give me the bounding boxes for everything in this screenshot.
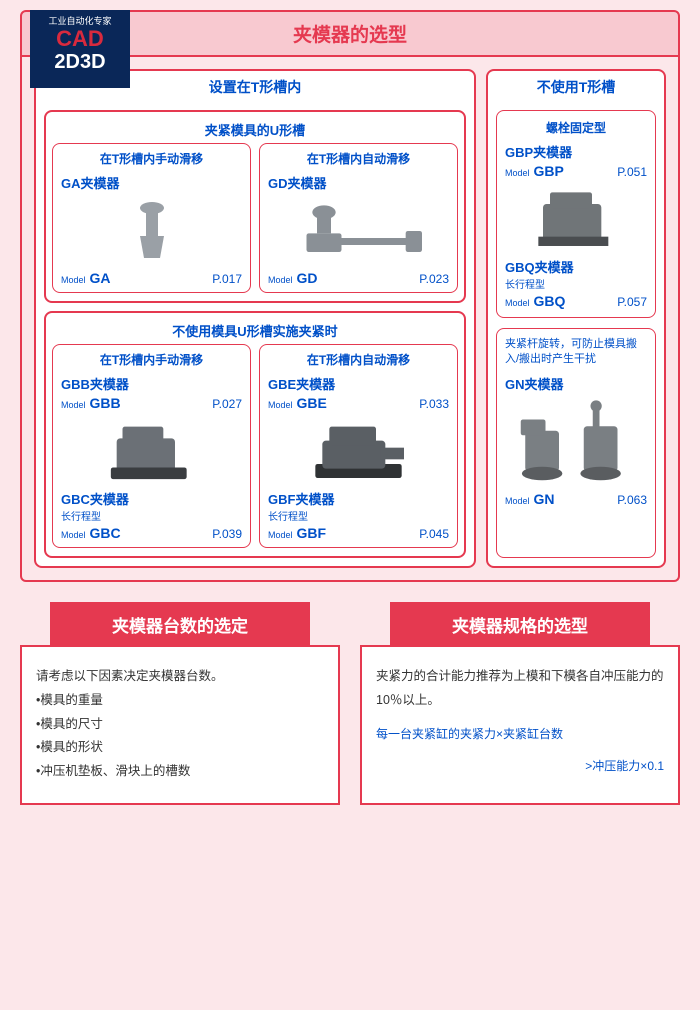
page-ref: P.063 <box>617 493 647 507</box>
model-code: GA <box>90 270 111 286</box>
model-code: GBE <box>297 395 327 411</box>
cell-title: 在T形槽内手动滑移 <box>61 351 242 368</box>
model-label: Model <box>61 400 86 410</box>
product-name: GBP夹模器 <box>505 142 647 161</box>
page-ref: P.023 <box>419 272 449 286</box>
formula-line-1: 每一台夹紧缸的夹紧力×夹紧缸台数 <box>376 723 664 746</box>
card-spec: 夹模器规格的选型 夹紧力的合计能力推荐为上模和下模各自冲压能力的10％以上。 每… <box>360 602 680 805</box>
product-image-gd <box>268 196 449 266</box>
product-name: GBF夹模器 <box>268 489 449 508</box>
card-body: 夹紧力的合计能力推荐为上模和下模各自冲压能力的10％以上。 每一台夹紧缸的夹紧力… <box>360 645 680 805</box>
bullet-text: 模具的形状 <box>40 740 103 754</box>
group-no-t-slot: 不使用T形槽 螺栓固定型 GBP夹模器 Model GBP P.051 GBQ夹… <box>486 69 666 568</box>
subgroup-u-slot: 夹紧模具的U形槽 在T形槽内手动滑移 GA夹模器 Model GA P.017 <box>44 110 466 303</box>
spec-text: 夹紧力的合计能力推荐为上模和下模各自冲压能力的10％以上。 <box>376 665 664 713</box>
card-title: 夹模器台数的选定 <box>50 602 310 647</box>
page-ref: P.027 <box>212 397 242 411</box>
product-image-gbp <box>505 183 647 253</box>
logo-cad: CAD <box>30 27 130 51</box>
model-label: Model <box>61 530 86 540</box>
cell-title: 在T形槽内自动滑移 <box>268 351 449 368</box>
cell-gbe-gbf: 在T形槽内自动滑移 GBE夹模器 Model GBE P.033 GBF夹模器 … <box>259 344 458 548</box>
group-header-no-t-slot: 不使用T形槽 <box>488 71 664 104</box>
bottom-section: 夹模器台数的选定 请考虑以下因素决定夹模器台数。 •模具的重量 •模具的尺寸 •… <box>20 602 680 805</box>
model-label: Model <box>268 530 293 540</box>
product-name: GBQ夹模器 <box>505 257 647 276</box>
bullet: •模具的尺寸 <box>36 713 324 737</box>
model-code: GBC <box>90 525 121 541</box>
page-ref: P.057 <box>617 295 647 309</box>
left-column: 设置在T形槽内 夹紧模具的U形槽 在T形槽内手动滑移 GA夹模器 Model G… <box>34 69 476 568</box>
model-label: Model <box>505 298 530 308</box>
card-quantity: 夹模器台数的选定 请考虑以下因素决定夹模器台数。 •模具的重量 •模具的尺寸 •… <box>20 602 340 805</box>
group-t-slot: 设置在T形槽内 夹紧模具的U形槽 在T形槽内手动滑移 GA夹模器 Model G… <box>34 69 476 568</box>
product-name: GN夹模器 <box>505 374 647 393</box>
product-name: GBC夹模器 <box>61 489 242 508</box>
right-column: 不使用T形槽 螺栓固定型 GBP夹模器 Model GBP P.051 GBQ夹… <box>486 69 666 568</box>
intro-text: 请考虑以下因素决定夹模器台数。 <box>36 665 324 689</box>
product-name: GBB夹模器 <box>61 374 242 393</box>
cell-title: 螺栓固定型 <box>505 119 647 136</box>
product-sub: 长行程型 <box>268 508 449 523</box>
card-title: 夹模器规格的选型 <box>390 602 650 647</box>
page-ref: P.039 <box>212 527 242 541</box>
cell-title: 在T形槽内手动滑移 <box>61 150 242 167</box>
page-ref: P.051 <box>617 165 647 179</box>
page-ref: P.033 <box>419 397 449 411</box>
model-label: Model <box>505 168 530 178</box>
logo-2d3d: 2D3D <box>30 51 130 73</box>
card-body: 请考虑以下因素决定夹模器台数。 •模具的重量 •模具的尺寸 •模具的形状 •冲压… <box>20 645 340 805</box>
bullet: •冲压机垫板、滑块上的槽数 <box>36 760 324 784</box>
subgroup-header-u-slot: 夹紧模具的U形槽 <box>52 116 458 143</box>
bullet: •模具的重量 <box>36 689 324 713</box>
model-label: Model <box>505 496 530 506</box>
page-ref: P.017 <box>212 272 242 286</box>
product-name: GBE夹模器 <box>268 374 449 393</box>
product-image-gn <box>505 397 647 487</box>
subgroup-header-no-u-slot: 不使用模具U形槽实施夹紧时 <box>52 317 458 344</box>
model-code: GBQ <box>534 293 566 309</box>
model-code: GN <box>534 491 555 507</box>
bullet-text: 模具的尺寸 <box>40 717 103 731</box>
product-name: GA夹模器 <box>61 173 242 192</box>
cell-title: 在T形槽内自动滑移 <box>268 150 449 167</box>
cell-ga: 在T形槽内手动滑移 GA夹模器 Model GA P.017 <box>52 143 251 293</box>
bullet-text: 冲压机垫板、滑块上的槽数 <box>40 764 190 778</box>
brand-logo: 工业自动化专家 CAD 2D3D <box>30 10 130 88</box>
cell-bolt-fixed: 螺栓固定型 GBP夹模器 Model GBP P.051 GBQ夹模器 长行程型… <box>496 110 656 318</box>
model-label: Model <box>268 400 293 410</box>
model-code: GBB <box>90 395 121 411</box>
product-sub: 长行程型 <box>61 508 242 523</box>
bullet-text: 模具的重量 <box>40 693 103 707</box>
product-image-ga <box>61 196 242 266</box>
cell-gbb-gbc: 在T形槽内手动滑移 GBB夹模器 Model GBB P.027 GBC夹模器 … <box>52 344 251 548</box>
product-image-gbe <box>268 415 449 485</box>
product-name: GD夹模器 <box>268 173 449 192</box>
subgroup-no-u-slot: 不使用模具U形槽实施夹紧时 在T形槽内手动滑移 GBB夹模器 Model GBB… <box>44 311 466 558</box>
product-image-gbb <box>61 415 242 485</box>
model-code: GBF <box>297 525 327 541</box>
cell-gd: 在T形槽内自动滑移 GD夹模器 Model GD P.023 <box>259 143 458 293</box>
model-code: GBP <box>534 163 564 179</box>
cell-rotating-lever: 夹紧杆旋转，可防止模具搬入/搬出时产生干扰 GN夹模器 Model GN P.0… <box>496 328 656 558</box>
model-label: Model <box>61 275 86 285</box>
formula-line-2: >冲压能力×0.1 <box>376 755 664 778</box>
main-panel: 设置在T形槽内 夹紧模具的U形槽 在T形槽内手动滑移 GA夹模器 Model G… <box>20 57 680 582</box>
model-code: GD <box>297 270 318 286</box>
cell-note: 夹紧杆旋转，可防止模具搬入/搬出时产生干扰 <box>505 337 647 368</box>
product-sub: 长行程型 <box>505 276 647 291</box>
bullet: •模具的形状 <box>36 736 324 760</box>
model-label: Model <box>268 275 293 285</box>
page-ref: P.045 <box>419 527 449 541</box>
